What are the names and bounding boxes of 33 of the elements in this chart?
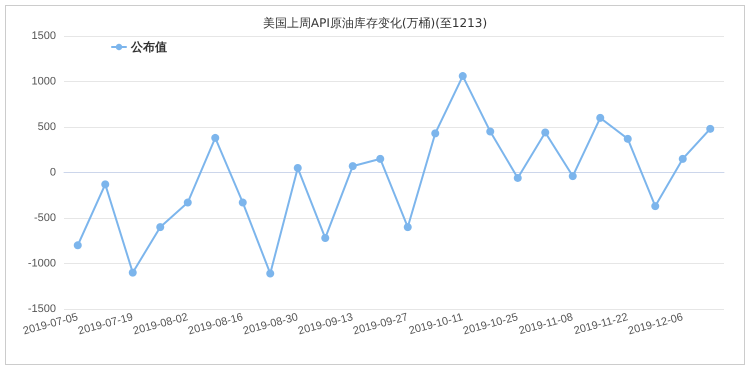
point bbox=[101, 180, 110, 188]
point bbox=[514, 174, 522, 182]
legend-label: 公布值 bbox=[130, 40, 167, 54]
point bbox=[706, 124, 714, 133]
y-tick-label: 1500 bbox=[32, 30, 56, 42]
point bbox=[678, 154, 687, 163]
point bbox=[486, 128, 494, 136]
point bbox=[156, 223, 164, 232]
point bbox=[128, 268, 137, 277]
point bbox=[376, 154, 384, 163]
point bbox=[74, 241, 82, 250]
y-tick-label: 0 bbox=[50, 166, 56, 178]
point bbox=[404, 223, 412, 232]
y-tick-label: 500 bbox=[38, 121, 56, 133]
point bbox=[596, 114, 604, 122]
chart-title: 美国上周API原油库存变化(万桶)(至1213) bbox=[262, 16, 488, 30]
point bbox=[431, 129, 440, 138]
point bbox=[321, 234, 330, 242]
point bbox=[238, 198, 247, 207]
y-tick-label: -500 bbox=[34, 212, 56, 224]
point bbox=[211, 134, 220, 142]
y-tick-label: 1000 bbox=[32, 76, 56, 88]
point bbox=[568, 172, 577, 180]
point bbox=[294, 164, 302, 172]
point bbox=[266, 270, 274, 278]
point bbox=[541, 128, 550, 136]
point bbox=[624, 134, 632, 143]
point bbox=[458, 72, 467, 80]
point bbox=[348, 162, 357, 170]
y-tick-label: -1000 bbox=[28, 258, 56, 270]
point bbox=[651, 202, 660, 210]
point bbox=[184, 198, 192, 207]
y-tick-label: -1500 bbox=[28, 303, 56, 315]
